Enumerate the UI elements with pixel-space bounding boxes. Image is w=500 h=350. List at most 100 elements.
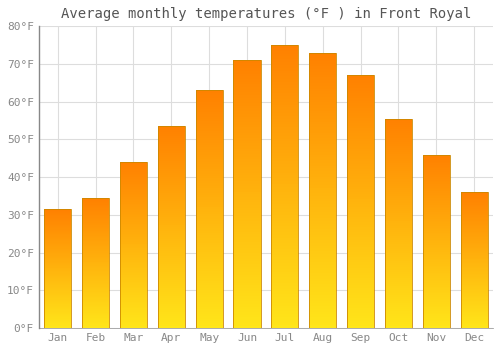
Bar: [385, 194, 412, 196]
Bar: [460, 195, 488, 196]
Bar: [347, 270, 374, 273]
Bar: [158, 270, 185, 272]
Bar: [158, 203, 185, 205]
Bar: [158, 294, 185, 296]
Bar: [196, 278, 223, 281]
Bar: [120, 297, 147, 298]
Bar: [82, 267, 109, 268]
Bar: [44, 312, 72, 313]
Bar: [158, 185, 185, 187]
Bar: [460, 275, 488, 276]
Bar: [347, 275, 374, 278]
Bar: [82, 227, 109, 228]
Bar: [82, 266, 109, 267]
Bar: [120, 202, 147, 204]
Bar: [385, 316, 412, 318]
Bar: [196, 240, 223, 243]
Bar: [347, 267, 374, 270]
Bar: [422, 271, 450, 273]
Bar: [158, 130, 185, 132]
Bar: [422, 222, 450, 224]
Bar: [385, 242, 412, 244]
Bar: [347, 219, 374, 222]
Bar: [271, 85, 298, 88]
Bar: [196, 126, 223, 128]
Bar: [120, 264, 147, 265]
Bar: [120, 220, 147, 222]
Bar: [347, 321, 374, 323]
Bar: [196, 304, 223, 307]
Bar: [309, 323, 336, 326]
Bar: [158, 322, 185, 324]
Bar: [234, 84, 260, 87]
Bar: [44, 323, 72, 325]
Bar: [120, 303, 147, 305]
Bar: [460, 252, 488, 253]
Bar: [422, 181, 450, 182]
Bar: [158, 193, 185, 195]
Bar: [120, 182, 147, 184]
Bar: [44, 233, 72, 234]
Bar: [120, 272, 147, 273]
Bar: [82, 223, 109, 224]
Bar: [422, 320, 450, 321]
Bar: [82, 311, 109, 313]
Bar: [234, 170, 260, 173]
Bar: [120, 177, 147, 179]
Bar: [120, 282, 147, 284]
Bar: [234, 135, 260, 138]
Bar: [82, 301, 109, 302]
Bar: [82, 260, 109, 262]
Bar: [120, 260, 147, 262]
Bar: [347, 245, 374, 247]
Bar: [196, 195, 223, 197]
Bar: [460, 193, 488, 194]
Bar: [271, 306, 298, 308]
Bar: [347, 257, 374, 260]
Bar: [44, 309, 72, 310]
Bar: [460, 308, 488, 309]
Bar: [422, 233, 450, 234]
Bar: [234, 95, 260, 98]
Bar: [309, 64, 336, 66]
Bar: [271, 90, 298, 93]
Bar: [234, 74, 260, 76]
Bar: [271, 266, 298, 269]
Bar: [234, 253, 260, 256]
Bar: [120, 212, 147, 214]
Bar: [385, 318, 412, 320]
Bar: [120, 278, 147, 280]
Bar: [422, 292, 450, 293]
Bar: [385, 133, 412, 135]
Bar: [385, 290, 412, 293]
Bar: [234, 243, 260, 245]
Bar: [82, 201, 109, 202]
Bar: [82, 244, 109, 245]
Bar: [385, 232, 412, 234]
Bar: [158, 199, 185, 201]
Bar: [460, 237, 488, 239]
Bar: [234, 267, 260, 269]
Bar: [460, 289, 488, 290]
Bar: [158, 187, 185, 189]
Bar: [347, 224, 374, 227]
Bar: [460, 210, 488, 211]
Bar: [196, 147, 223, 150]
Bar: [234, 90, 260, 92]
Bar: [44, 290, 72, 291]
Bar: [385, 303, 412, 305]
Bar: [120, 186, 147, 187]
Bar: [422, 240, 450, 242]
Bar: [196, 293, 223, 295]
Bar: [196, 309, 223, 312]
Bar: [422, 234, 450, 236]
Bar: [120, 214, 147, 215]
Bar: [309, 53, 336, 55]
Bar: [234, 199, 260, 202]
Bar: [158, 163, 185, 164]
Bar: [44, 225, 72, 226]
Bar: [120, 237, 147, 239]
Bar: [385, 167, 412, 169]
Bar: [422, 200, 450, 202]
Bar: [385, 253, 412, 255]
